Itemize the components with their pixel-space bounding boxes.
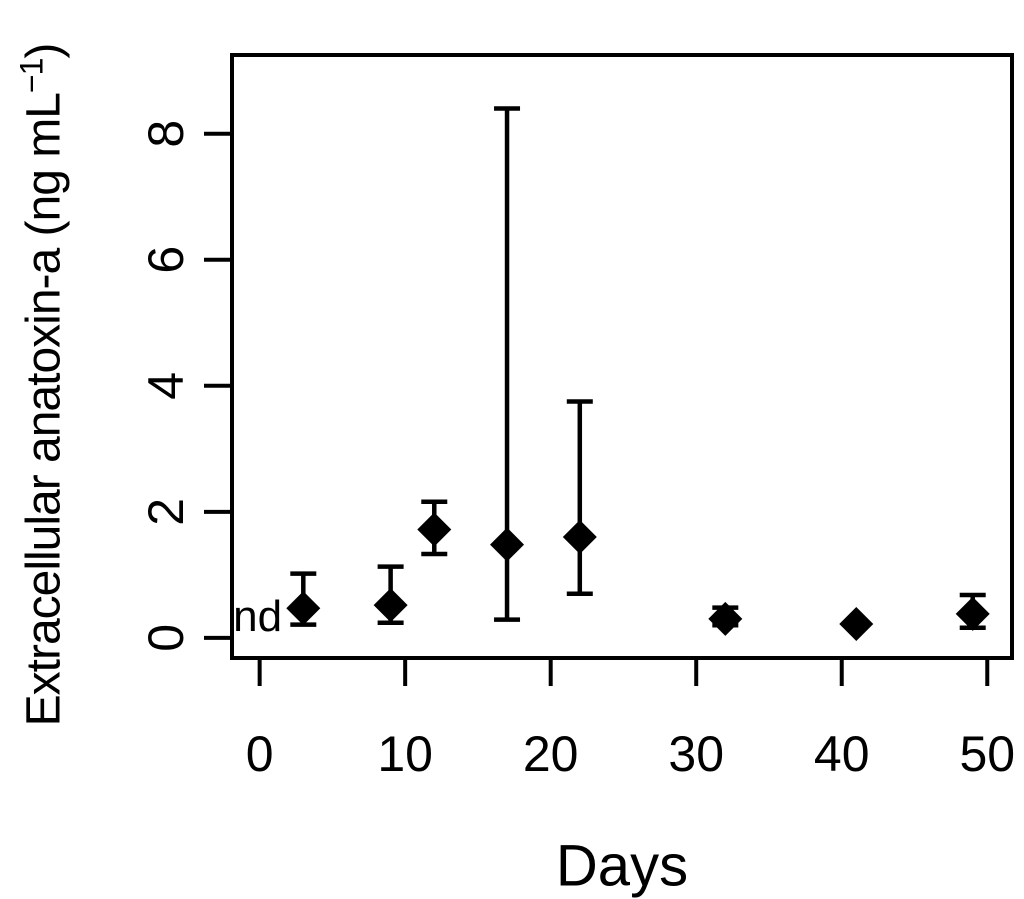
x-axis-tick-label: 40 — [814, 726, 870, 782]
y-axis-label-main: Extracellular anatoxin-a (ng mL — [17, 93, 71, 727]
y-axis-tick-label: 0 — [138, 624, 194, 652]
data-point-diamond — [955, 596, 990, 631]
not-detected-annotation: nd — [233, 592, 282, 641]
data-point-diamond — [373, 588, 408, 623]
x-axis-tick-label: 50 — [959, 726, 1015, 782]
y-axis-label-close: ) — [17, 43, 71, 59]
y-axis-tick-label: 4 — [138, 372, 194, 400]
y-axis-label: Extracellular anatoxin-a (ng mL−1) — [13, 43, 72, 727]
data-point-diamond — [708, 601, 743, 636]
x-axis-tick-label: 10 — [377, 726, 433, 782]
data-point-diamond — [417, 512, 452, 547]
y-axis-tick-label: 6 — [138, 246, 194, 274]
data-point-diamond — [490, 527, 525, 562]
data-point-diamond — [562, 520, 597, 555]
y-axis-tick-label: 2 — [138, 498, 194, 526]
x-axis-tick-label: 20 — [523, 726, 579, 782]
data-point-diamond — [839, 606, 874, 641]
data-point-diamond — [286, 591, 321, 626]
x-axis-tick-label: 0 — [246, 726, 274, 782]
y-axis-tick-label: 8 — [138, 120, 194, 148]
x-axis-label: Days — [555, 833, 689, 899]
plot-box — [230, 53, 1014, 660]
x-axis-tick-label: 30 — [668, 726, 724, 782]
y-axis-label-superscript: −1 — [13, 58, 50, 94]
